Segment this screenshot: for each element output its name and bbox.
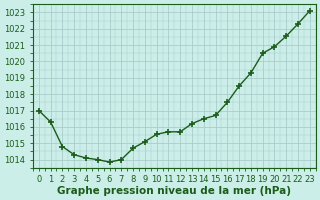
X-axis label: Graphe pression niveau de la mer (hPa): Graphe pression niveau de la mer (hPa): [57, 186, 291, 196]
